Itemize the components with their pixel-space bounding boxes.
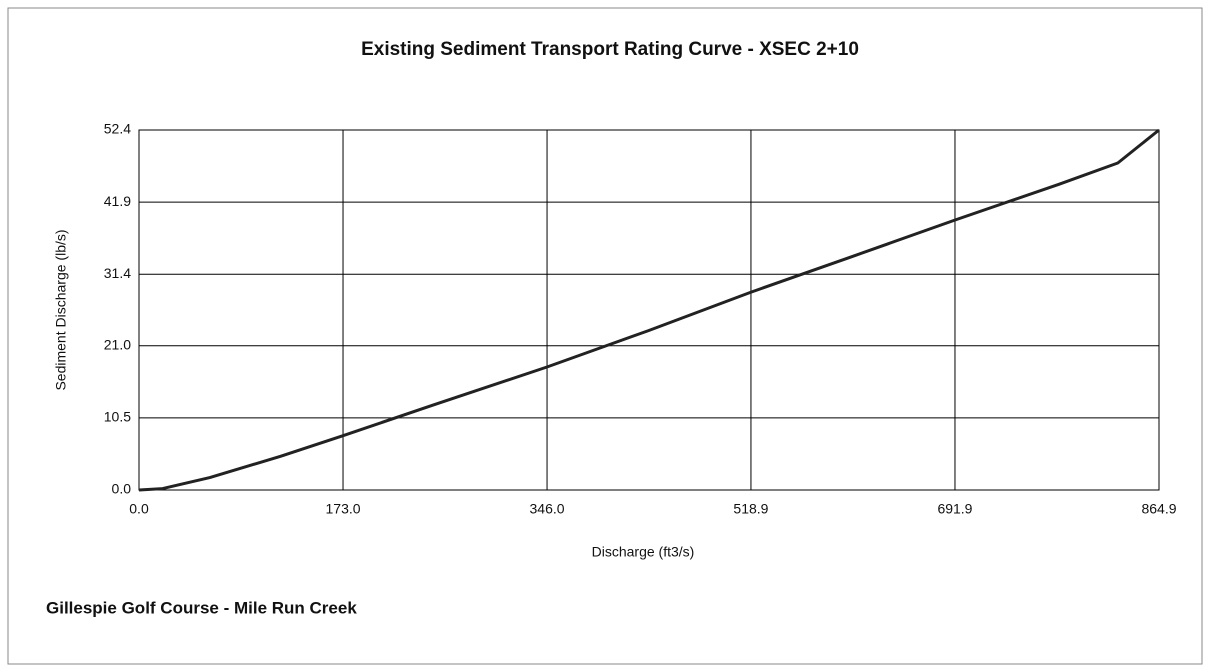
y-tick-label: 21.0 — [104, 336, 131, 352]
x-axis-label: Discharge (ft3/s) — [592, 544, 695, 560]
x-tick-label: 346.0 — [530, 501, 565, 517]
y-tick-label: 10.5 — [104, 409, 131, 425]
x-tick-label: 518.9 — [733, 501, 768, 517]
y-tick-label: 31.4 — [104, 265, 131, 281]
data-line — [138, 128, 1160, 492]
footer: Gillespie Golf Course - Mile Run Creek — [46, 598, 357, 617]
chart-title: Existing Sediment Transport Rating Curve… — [361, 39, 859, 60]
y-tick-label: 41.9 — [104, 193, 131, 209]
y-tick-label: 0.0 — [112, 481, 132, 497]
y-tick-label: 52.4 — [104, 121, 131, 137]
x-tick-label: 0.0 — [129, 501, 149, 517]
y-axis-label: Sediment Discharge (lb/s) — [53, 229, 69, 390]
x-tick-label: 173.0 — [326, 501, 361, 517]
plot-area — [138, 129, 1160, 491]
x-tick-label: 864.9 — [1141, 501, 1176, 517]
x-tick-label: 691.9 — [937, 501, 972, 517]
chart-frame — [7, 7, 1203, 665]
